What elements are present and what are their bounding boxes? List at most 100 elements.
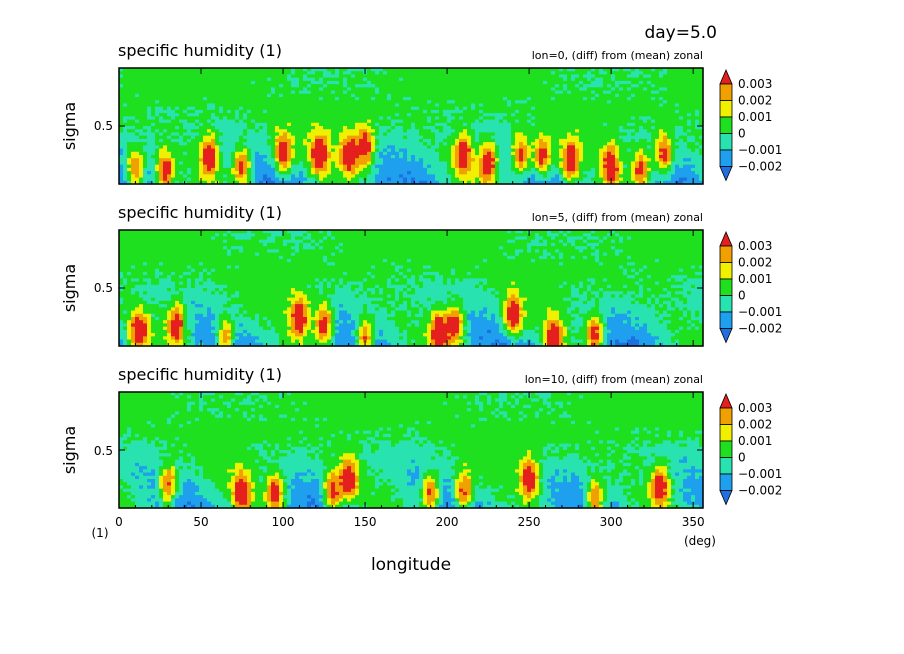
heatmap-cell: [671, 84, 676, 88]
heatmap-cell: [639, 122, 644, 127]
heatmap-cell: [519, 106, 524, 111]
heatmap-cell: [327, 68, 332, 72]
heatmap-cell: [175, 119, 180, 124]
heatmap-cell: [639, 100, 644, 105]
heatmap-cell: [255, 106, 260, 111]
heatmap-cell: [143, 106, 148, 111]
heatmap-cell: [591, 119, 596, 124]
heatmap-cell: [215, 119, 220, 124]
heatmap-cell: [683, 103, 688, 108]
heatmap-cell: [155, 126, 160, 130]
heatmap-cell: [235, 119, 240, 124]
heatmap-cell: [183, 106, 188, 111]
heatmap-cell: [639, 74, 644, 79]
heatmap-cell: [367, 103, 372, 108]
heatmap-cell: [219, 132, 224, 137]
heatmap-cell: [431, 74, 436, 79]
heatmap-cell: [575, 106, 580, 111]
heatmap-cell: [487, 84, 492, 88]
heatmap-cell: [191, 126, 196, 130]
heatmap-cell: [131, 119, 136, 124]
heatmap-cell: [595, 90, 600, 95]
heatmap-cell: [351, 116, 356, 121]
heatmap-cell: [591, 126, 596, 130]
heatmap-cell: [127, 126, 132, 130]
heatmap-cell: [499, 132, 504, 137]
heatmap-cell: [191, 109, 196, 114]
heatmap-cell: [515, 129, 520, 134]
heatmap-cell: [651, 106, 656, 111]
heatmap-cell: [663, 90, 668, 95]
heatmap-cell: [271, 126, 276, 130]
heatmap-cell: [415, 74, 420, 79]
heatmap-cell: [319, 132, 324, 137]
heatmap-cell: [539, 109, 544, 114]
heatmap-cell: [435, 77, 440, 82]
heatmap-cell: [611, 106, 616, 111]
heatmap-cell: [627, 77, 632, 82]
heatmap-cell: [631, 87, 636, 92]
heatmap-cell: [339, 97, 344, 101]
heatmap-cell: [635, 100, 640, 105]
heatmap-cell: [239, 122, 244, 127]
heatmap-cell: [271, 106, 276, 111]
heatmap-cell: [555, 109, 560, 114]
heatmap-cell: [379, 116, 384, 121]
heatmap-cell: [575, 109, 580, 114]
heatmap-cell: [175, 106, 180, 111]
heatmap-cell: [507, 84, 512, 88]
heatmap-cell: [251, 84, 256, 88]
heatmap-cell: [363, 109, 368, 114]
heatmap-cell: [447, 97, 452, 101]
heatmap-cell: [491, 126, 496, 130]
heatmap-cell: [567, 100, 572, 105]
heatmap-cell: [523, 132, 528, 137]
heatmap-cell: [143, 71, 148, 76]
heatmap-cell: [403, 87, 408, 92]
heatmap-cell: [343, 109, 348, 114]
heatmap-cell: [515, 116, 520, 121]
heatmap-cell: [603, 71, 608, 76]
heatmap-cell: [195, 93, 200, 98]
heatmap-cell: [295, 122, 300, 127]
heatmap-cell: [543, 84, 548, 88]
heatmap-cell: [575, 113, 580, 117]
heatmap-cell: [307, 113, 312, 117]
heatmap-cell: [483, 100, 488, 105]
heatmap-cell: [363, 93, 368, 98]
heatmap-cell: [183, 135, 188, 140]
heatmap-cell: [563, 100, 568, 105]
heatmap-cell: [183, 93, 188, 98]
heatmap-cell: [543, 90, 548, 95]
heatmap-cell: [287, 77, 292, 82]
heatmap-cell: [495, 109, 500, 114]
heatmap-cell: [235, 68, 240, 72]
heatmap-cell: [235, 90, 240, 95]
heatmap-cell: [323, 103, 328, 108]
heatmap-cell: [259, 129, 264, 134]
heatmap-cell: [151, 84, 156, 88]
heatmap-cell: [487, 103, 492, 108]
heatmap-cell: [423, 100, 428, 105]
heatmap-cell: [127, 90, 132, 95]
heatmap-cell: [407, 77, 412, 82]
heatmap-cell: [127, 68, 132, 72]
heatmap-cell: [455, 129, 460, 134]
heatmap-cell: [647, 132, 652, 137]
heatmap-cell: [443, 93, 448, 98]
heatmap-cell: [311, 87, 316, 92]
heatmap-cell: [435, 90, 440, 95]
heatmap-cell: [699, 113, 704, 117]
heatmap-cell: [663, 116, 668, 121]
heatmap-cell: [255, 116, 260, 121]
heatmap-cell: [167, 116, 172, 121]
heatmap-cell: [555, 97, 560, 101]
heatmap-cell: [511, 74, 516, 79]
heatmap-cell: [295, 116, 300, 121]
heatmap-cell: [259, 116, 264, 121]
heatmap-cell: [587, 100, 592, 105]
heatmap-cell: [395, 103, 400, 108]
heatmap-cell: [683, 106, 688, 111]
heatmap-cell: [211, 77, 216, 82]
heatmap-cell: [243, 97, 248, 101]
